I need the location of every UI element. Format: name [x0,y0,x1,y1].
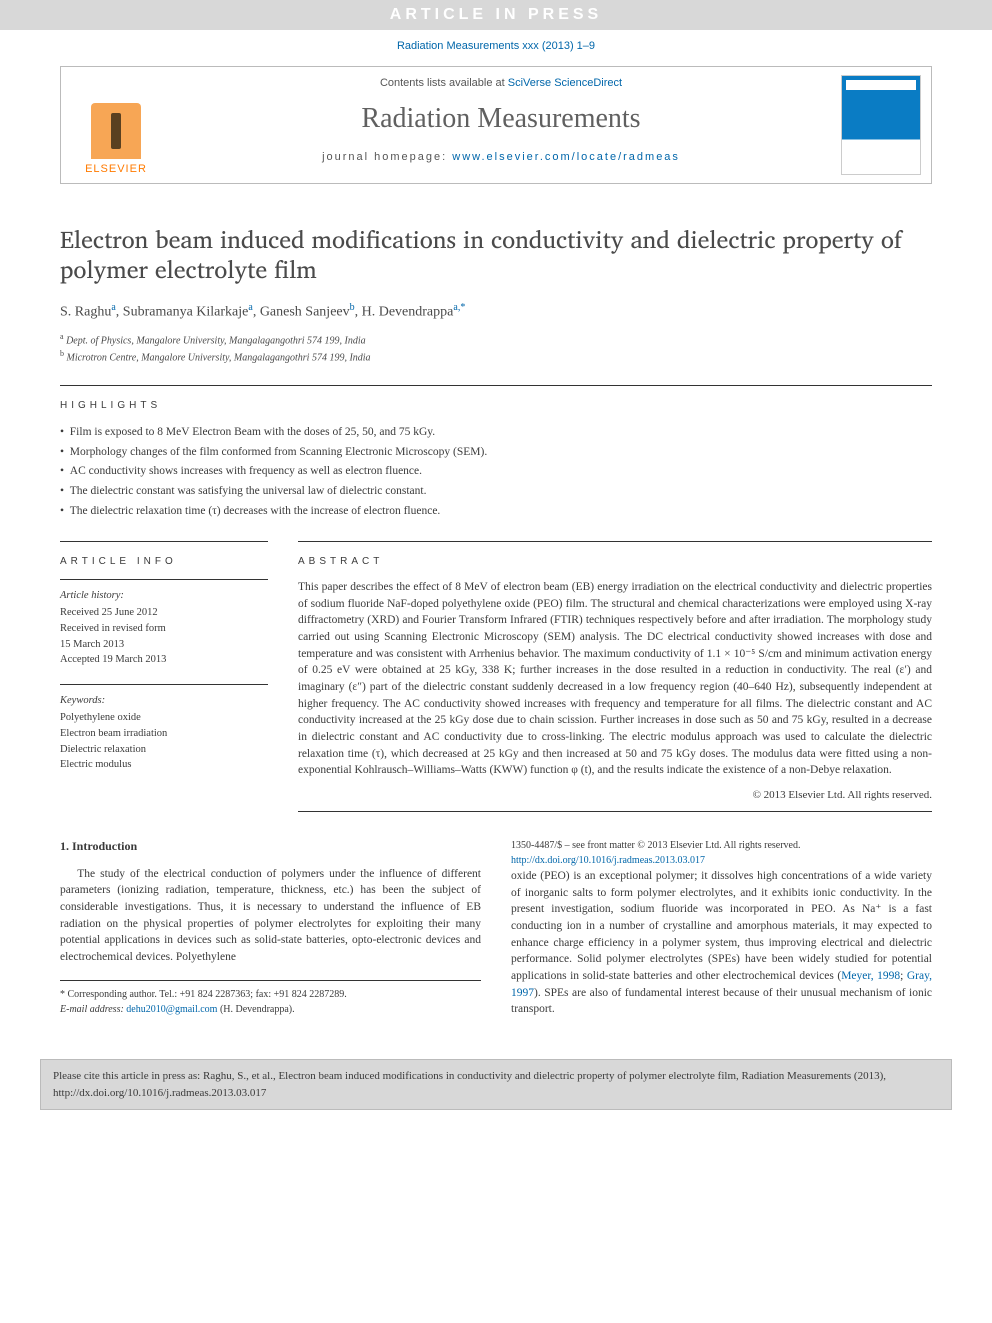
author: Subramanya Kilarkaje [123,305,249,320]
intro-para-2-post: ). SPEs are also of fundamental interest… [511,987,932,1016]
corresponding-email-link[interactable]: dehu2010@gmail.com [126,1004,217,1015]
intro-para-1: The study of the electrical conduction o… [60,866,481,966]
abstract-column: ABSTRACT This paper describes the effect… [298,541,932,812]
affiliations: a Dept. of Physics, Mangalore University… [60,331,932,366]
keywords: Polyethylene oxide Electron beam irradia… [60,710,268,773]
publisher-name: ELSEVIER [85,163,147,175]
affiliation: b Microtron Centre, Mangalore University… [60,348,932,365]
contents-lists-prefix: Contents lists available at [380,77,508,89]
keywords-label: Keywords: [60,695,268,706]
highlight-item: The dielectric relaxation time (τ) decre… [60,502,932,522]
email-label: E-mail address: [60,1004,126,1015]
contents-lists-line: Contents lists available at SciVerse Sci… [179,77,823,89]
abstract-heading: ABSTRACT [298,556,932,567]
author-aff-mark: a,* [453,302,465,313]
journal-homepage-line: journal homepage: www.elsevier.com/locat… [179,151,823,163]
email-line: E-mail address: dehu2010@gmail.com (H. D… [60,1002,481,1017]
body-two-column: 1. Introduction The study of the electri… [60,838,932,1023]
abstract-text: This paper describes the effect of 8 MeV… [298,579,932,779]
highlight-item: Morphology changes of the film conformed… [60,443,932,463]
abstract-copyright: © 2013 Elsevier Ltd. All rights reserved… [298,789,932,801]
aff-mark: a [60,332,64,341]
authors-line: S. Raghua, Subramanya Kilarkajea, Ganesh… [60,302,932,321]
journal-homepage-link[interactable]: www.elsevier.com/locate/radmeas [452,151,680,163]
author: S. Raghu [60,305,111,320]
journal-cover-area [831,67,931,183]
intro-para-2: oxide (PEO) is an exceptional polymer; i… [511,868,932,1018]
doi-link[interactable]: http://dx.doi.org/10.1016/j.radmeas.2013… [511,855,705,866]
history-label: Article history: [60,590,268,601]
issn-copyright-line: 1350-4487/$ – see front matter © 2013 El… [511,838,932,853]
please-cite-box: Please cite this article in press as: Ra… [40,1059,952,1110]
sciencedirect-link[interactable]: SciVerse ScienceDirect [508,77,622,89]
corresponding-author-line: * Corresponding author. Tel.: +91 824 22… [60,987,481,1002]
highlights-heading: HIGHLIGHTS [60,400,932,411]
article-info-heading: ARTICLE INFO [60,556,268,567]
author: Ganesh Sanjeev [260,305,350,320]
author-aff-mark: b [350,302,355,313]
intro-para-2-pre: oxide (PEO) is an exceptional polymer; i… [511,870,932,982]
rule [60,385,932,386]
info-abstract-row: ARTICLE INFO Article history: Received 2… [60,541,932,812]
article-title: Electron beam induced modifications in c… [60,224,932,284]
journal-header-box: ELSEVIER Contents lists available at Sci… [60,66,932,184]
section-heading: 1. Introduction [60,838,481,855]
citation-sep: ; [900,970,907,982]
citation-header: Radiation Measurements xxx (2013) 1–9 [0,30,992,66]
rule [298,811,932,812]
homepage-prefix: journal homepage: [322,151,452,163]
front-matter-footer: 1350-4487/$ – see front matter © 2013 El… [511,838,932,868]
publisher-logo-area: ELSEVIER [61,67,171,183]
highlight-item: The dielectric constant was satisfying t… [60,482,932,502]
author: H. Devendrappa [362,305,454,320]
author-aff-mark: a [248,302,252,313]
email-owner: (H. Devendrappa). [217,1004,294,1015]
citation-link[interactable]: Meyer, 1998 [841,970,900,982]
article-info-column: ARTICLE INFO Article history: Received 2… [60,541,268,812]
highlight-item: AC conductivity shows increases with fre… [60,462,932,482]
article-history: Received 25 June 2012 Received in revise… [60,605,268,668]
correspondence-footnote: * Corresponding author. Tel.: +91 824 22… [60,980,481,1017]
aff-text: Dept. of Physics, Mangalore University, … [66,335,366,346]
article-in-press-banner: ARTICLE IN PRESS [0,0,992,30]
aff-mark: b [60,349,64,358]
author-aff-mark: a [111,302,115,313]
journal-name: Radiation Measurements [179,103,823,135]
highlight-item: Film is exposed to 8 MeV Electron Beam w… [60,423,932,443]
aff-text: Microtron Centre, Mangalore University, … [67,352,371,363]
journal-cover-thumb [841,75,921,175]
elsevier-tree-icon [91,103,141,159]
affiliation: a Dept. of Physics, Mangalore University… [60,331,932,348]
highlights-list: Film is exposed to 8 MeV Electron Beam w… [60,423,932,521]
journal-header-center: Contents lists available at SciVerse Sci… [171,67,831,183]
